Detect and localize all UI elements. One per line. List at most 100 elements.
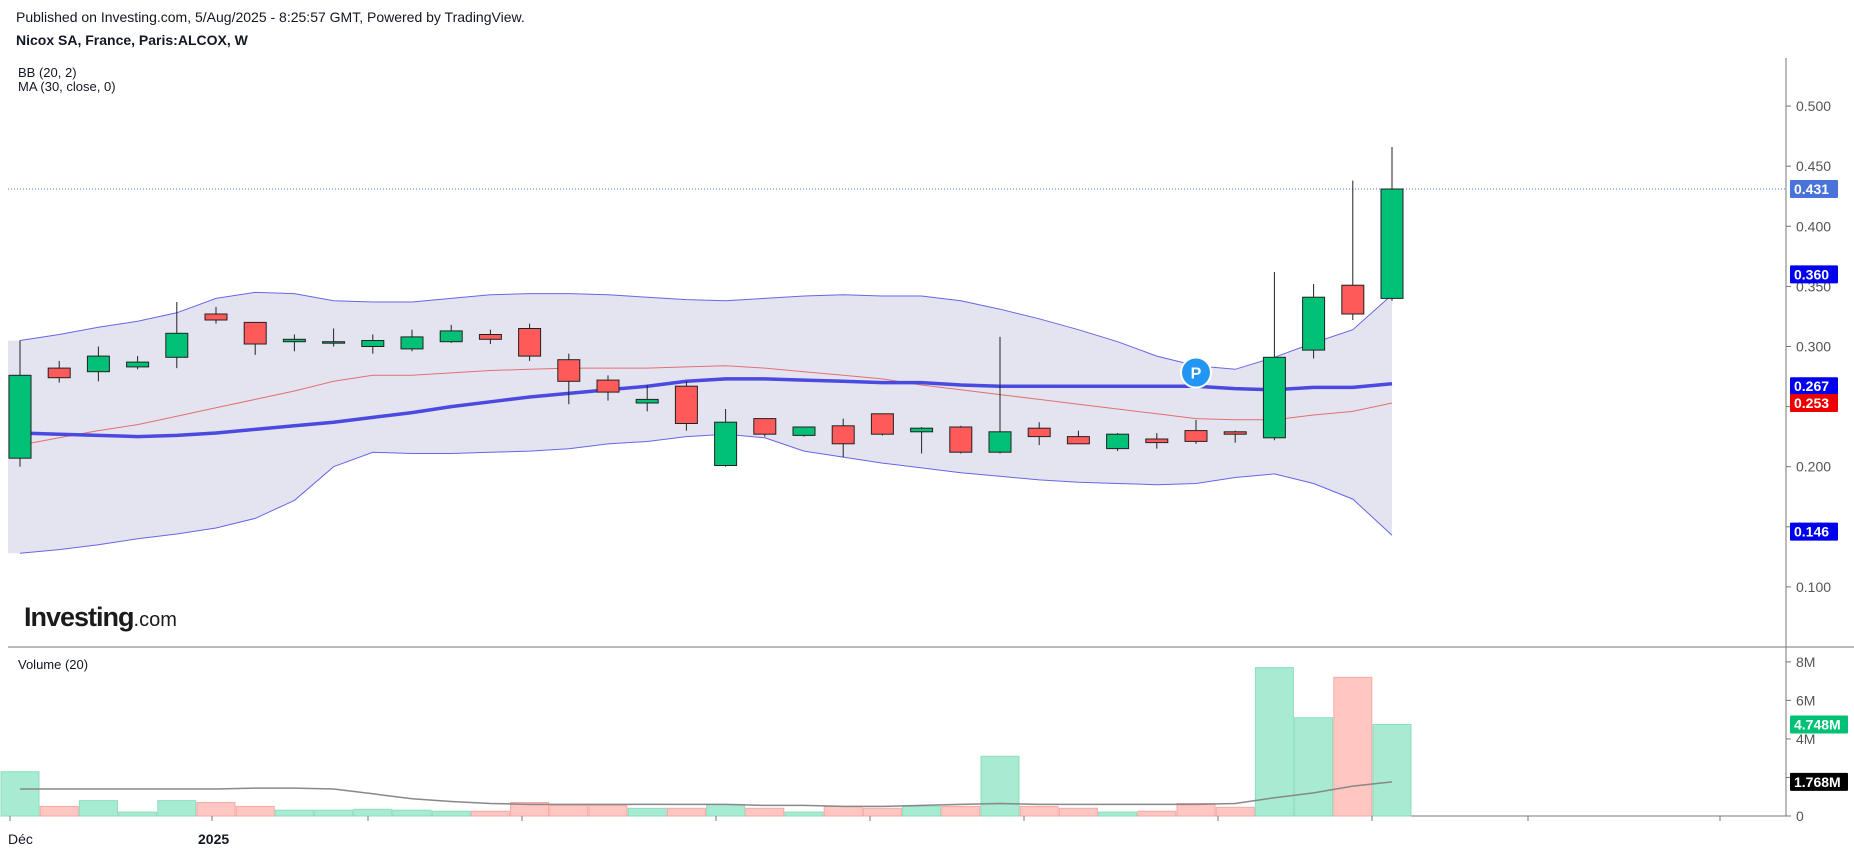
moving-average-layer: [19, 377, 1393, 439]
candle-body: [400, 336, 424, 350]
candle-body: [753, 418, 777, 435]
volume-bar: [157, 800, 197, 817]
volume-bar: [1098, 811, 1138, 817]
candle-body: [674, 385, 698, 425]
candle-body: [165, 332, 189, 358]
volume-ma-line: [20, 781, 1393, 808]
volume-bar: [39, 805, 79, 817]
candle-body: [870, 413, 894, 435]
value-tag-label: 0.146: [1794, 524, 1829, 540]
candle-body: [47, 367, 71, 379]
candle-body: [1223, 431, 1247, 435]
candle-body: [478, 334, 502, 340]
volume-bar: [666, 807, 706, 817]
bb-indicator-label[interactable]: BB (20, 2): [18, 65, 77, 80]
candle-body: [86, 355, 110, 373]
volume-bar: [862, 807, 902, 817]
bollinger-lower-line: [19, 433, 1393, 554]
candle-body: [322, 341, 346, 344]
bollinger-middle-line: [19, 365, 1393, 446]
candle-body: [204, 313, 228, 321]
candle-body: [126, 361, 150, 368]
volume-indicator-label[interactable]: Volume (20): [18, 657, 89, 672]
candle-body: [1106, 433, 1130, 450]
volume-bar: [823, 805, 863, 817]
value-tag: [1790, 265, 1838, 284]
volume-layer: [0, 667, 1412, 817]
volume-bar: [235, 805, 275, 817]
volume-bar: [196, 802, 236, 817]
volume-bar: [392, 809, 432, 817]
candle-body: [635, 398, 659, 404]
time-tick-label: 2025: [198, 831, 229, 847]
value-tag: [1790, 522, 1838, 541]
candle-body: [1380, 188, 1404, 299]
volume-tick-label: 4M: [1796, 731, 1815, 747]
candle-body: [282, 338, 306, 343]
value-tag-label: 0.267: [1794, 378, 1829, 394]
candle-body: [1066, 436, 1090, 445]
value-tag-label: 1.768M: [1794, 774, 1841, 790]
ma-indicator-label[interactable]: MA (30, close, 0): [18, 79, 116, 94]
volume-bar: [745, 807, 785, 817]
value-tag-label: 0.431: [1794, 181, 1829, 197]
volume-tick-label: 0: [1796, 808, 1804, 824]
volume-bar: [1215, 806, 1255, 817]
candle-body: [1027, 427, 1051, 438]
value-tag: [1790, 377, 1838, 396]
volume-bar: [1333, 676, 1373, 817]
volume-bar: [314, 809, 354, 817]
p-marker-circle: [1180, 356, 1212, 389]
price-tick-label: 0.200: [1796, 459, 1831, 475]
candle-body: [361, 340, 385, 347]
volume-bar: [274, 809, 314, 817]
published-info: Published on Investing.com, 5/Aug/2025 -…: [16, 9, 525, 25]
value-tag: [1790, 180, 1838, 198]
bollinger-upper-line: [19, 291, 1393, 370]
candle-body: [596, 379, 620, 393]
candle-body: [714, 421, 738, 467]
volume-bar: [627, 807, 667, 817]
candle-body: [910, 427, 934, 433]
candle-body: [1341, 284, 1365, 315]
value-tag-label: 4.748M: [1794, 717, 1841, 733]
volume-bar: [549, 804, 589, 817]
bollinger-band: [8, 291, 1393, 554]
candle-body: [792, 426, 816, 436]
volume-bar: [118, 811, 158, 817]
candle-body: [949, 426, 973, 453]
volume-bar: [784, 811, 824, 817]
bollinger-fill: [20, 292, 1392, 554]
investing-logo: Investing.com: [24, 602, 177, 633]
ma30-line: [19, 377, 1393, 439]
marker-layer: P: [1180, 356, 1212, 389]
volume-bar: [1176, 803, 1216, 817]
volume-bar: [980, 755, 1020, 817]
candle-body: [243, 321, 267, 345]
symbol-title: Nicox SA, France, Paris:ALCOX, W: [16, 32, 248, 48]
volume-bar: [78, 800, 118, 817]
volume-bar: [588, 804, 628, 817]
volume-bar: [1254, 667, 1294, 817]
value-tag-label: 0.360: [1794, 266, 1829, 282]
volume-tick-label: 8M: [1796, 654, 1815, 670]
candle-body: [831, 425, 855, 445]
volume-bar: [1058, 807, 1098, 817]
candle-body: [518, 328, 542, 357]
value-tag-label: 0.253: [1794, 395, 1829, 411]
price-tick-label: 0.450: [1796, 158, 1831, 174]
time-tick-label: Déc: [8, 831, 33, 847]
price-tick-label: 0.500: [1796, 98, 1831, 114]
volume-bar: [1294, 717, 1334, 817]
value-tag: [1790, 394, 1838, 412]
candle-body: [1145, 438, 1169, 444]
candle-body: [1262, 356, 1286, 439]
candle-body: [439, 330, 463, 343]
volume-bar: [1137, 810, 1177, 817]
price-tick-label: 0.300: [1796, 338, 1831, 354]
candle-body: [1184, 430, 1208, 442]
volume-bar: [470, 810, 510, 817]
volume-bar: [431, 810, 471, 817]
